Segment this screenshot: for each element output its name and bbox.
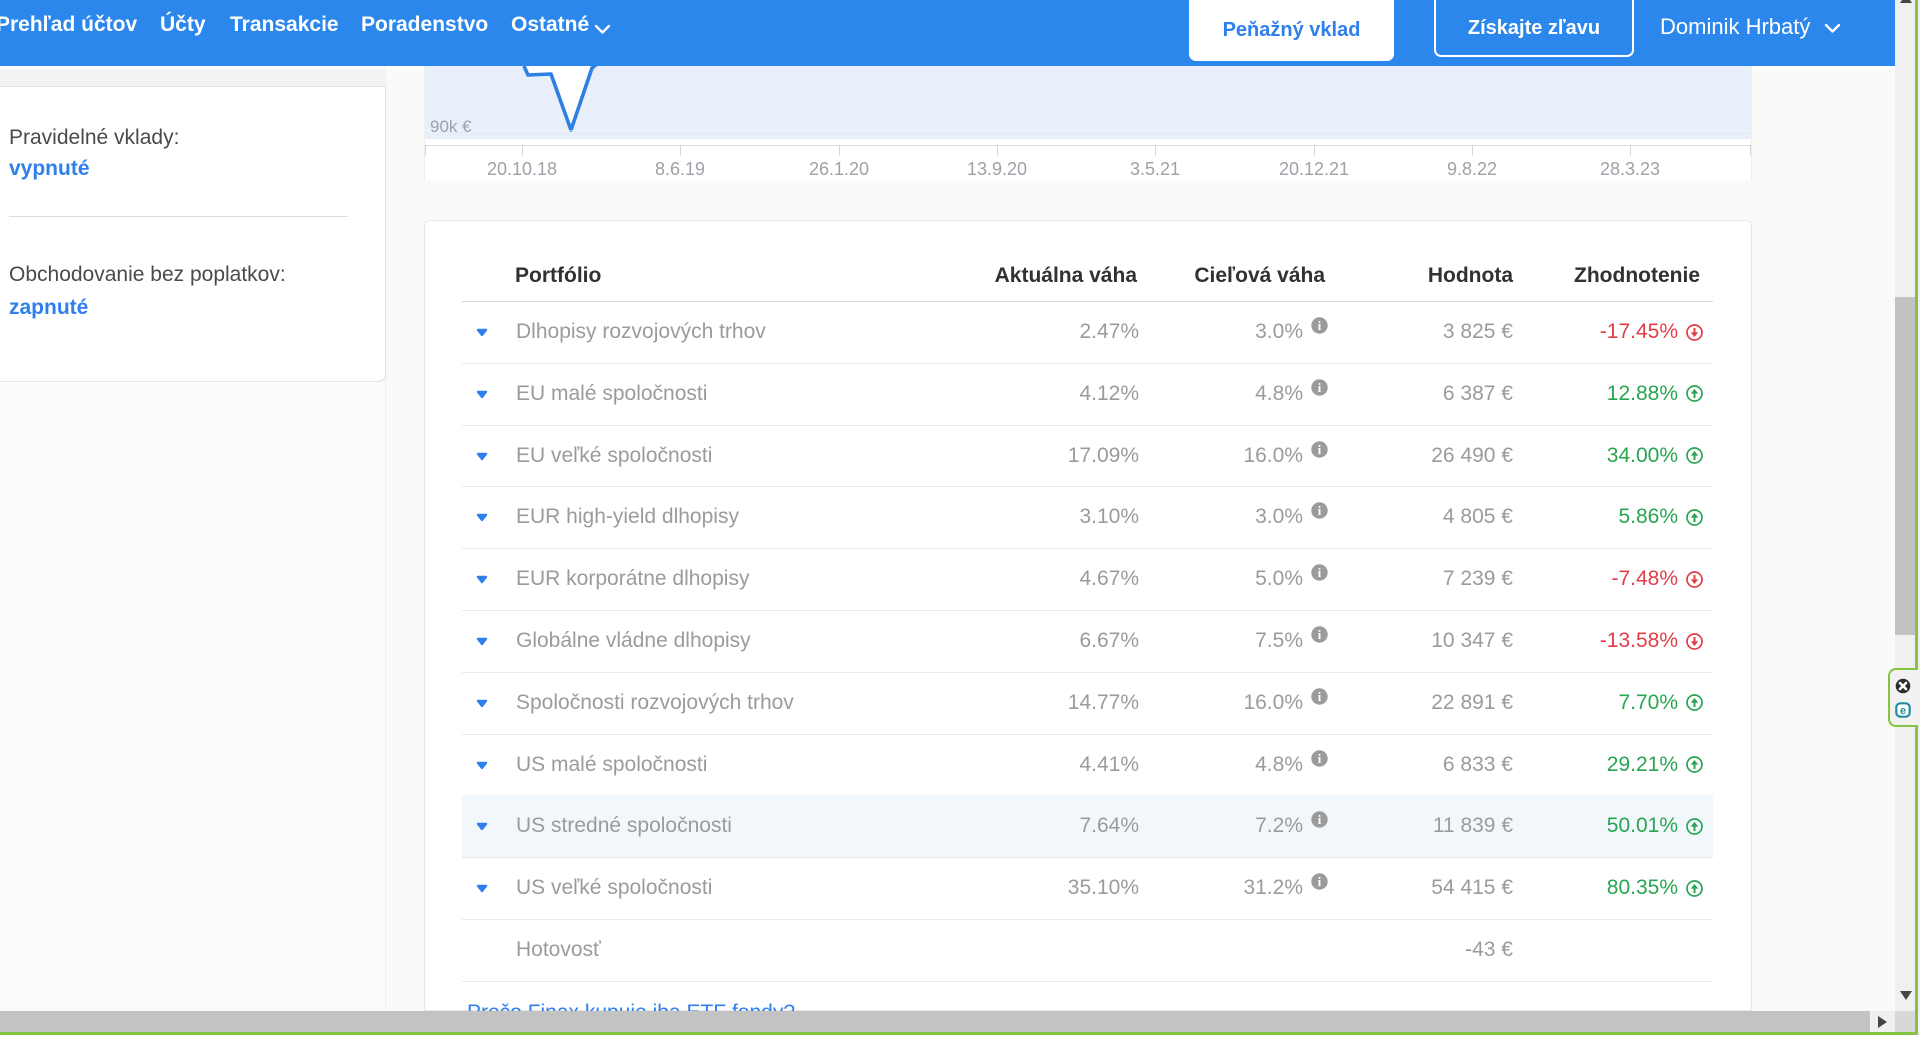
svg-text:e: e: [1900, 705, 1906, 717]
svg-text:i: i: [1318, 566, 1322, 580]
svg-text:i: i: [1318, 690, 1322, 704]
svg-text:i: i: [1318, 381, 1322, 395]
svg-text:i: i: [1318, 628, 1322, 642]
svg-text:i: i: [1318, 319, 1322, 333]
svg-text:i: i: [1318, 504, 1322, 518]
svg-text:i: i: [1318, 813, 1322, 827]
svg-text:i: i: [1318, 875, 1322, 889]
svg-text:i: i: [1318, 443, 1322, 457]
svg-text:i: i: [1318, 752, 1322, 766]
